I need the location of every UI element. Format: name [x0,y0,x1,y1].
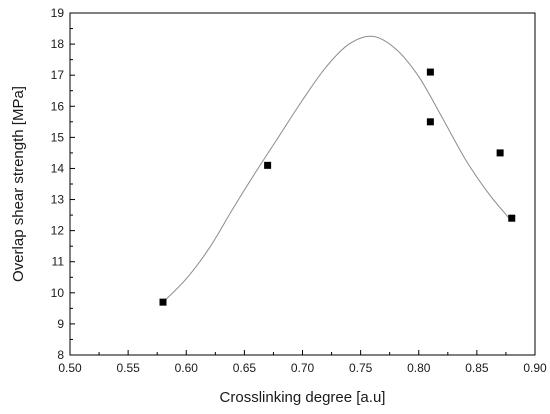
y-tick-label: 17 [51,68,65,82]
data-point-marker [160,299,167,306]
x-tick-label: 0.50 [58,361,82,375]
data-point-marker [427,118,434,125]
y-tick-label: 16 [51,99,65,113]
x-tick-label: 0.80 [407,361,431,375]
data-point-marker [497,149,504,156]
y-tick-label: 15 [51,130,65,144]
fit-curve-line [163,36,512,302]
plot-frame [70,13,535,355]
y-axis-ticks: 8 9 10 11 12 13 14 15 16 17 18 19 [51,6,75,362]
y-axis-label: Overlap shear strength [MPa] [10,86,27,282]
x-tick-label: 0.75 [349,361,373,375]
data-point-marker [427,69,434,76]
y-tick-label: 19 [51,6,65,20]
x-tick-label: 0.65 [233,361,257,375]
x-tick-label: 0.70 [291,361,315,375]
y-tick-label: 11 [52,255,65,269]
x-tick-label: 0.85 [465,361,489,375]
y-tick-label: 9 [57,317,64,331]
x-tick-label: 0.90 [523,361,547,375]
x-axis-label: Crosslinking degree [a.u] [220,389,386,406]
x-tick-label: 0.55 [116,361,140,375]
y-tick-label: 13 [51,193,65,207]
y-tick-label: 14 [51,161,65,175]
fit-curve-layer [163,36,512,302]
y-tick-label: 8 [57,348,64,362]
y-tick-label: 12 [51,224,65,238]
data-point-marker [264,162,271,169]
y-tick-label: 10 [51,286,65,300]
x-axis-ticks: 0.50 0.55 0.60 0.65 0.70 0.75 0.80 0.85 0.90 [58,350,547,375]
data-points-layer [160,69,516,306]
data-point-marker [508,215,515,222]
x-tick-label: 0.60 [175,361,199,375]
y-tick-label: 18 [51,37,65,51]
